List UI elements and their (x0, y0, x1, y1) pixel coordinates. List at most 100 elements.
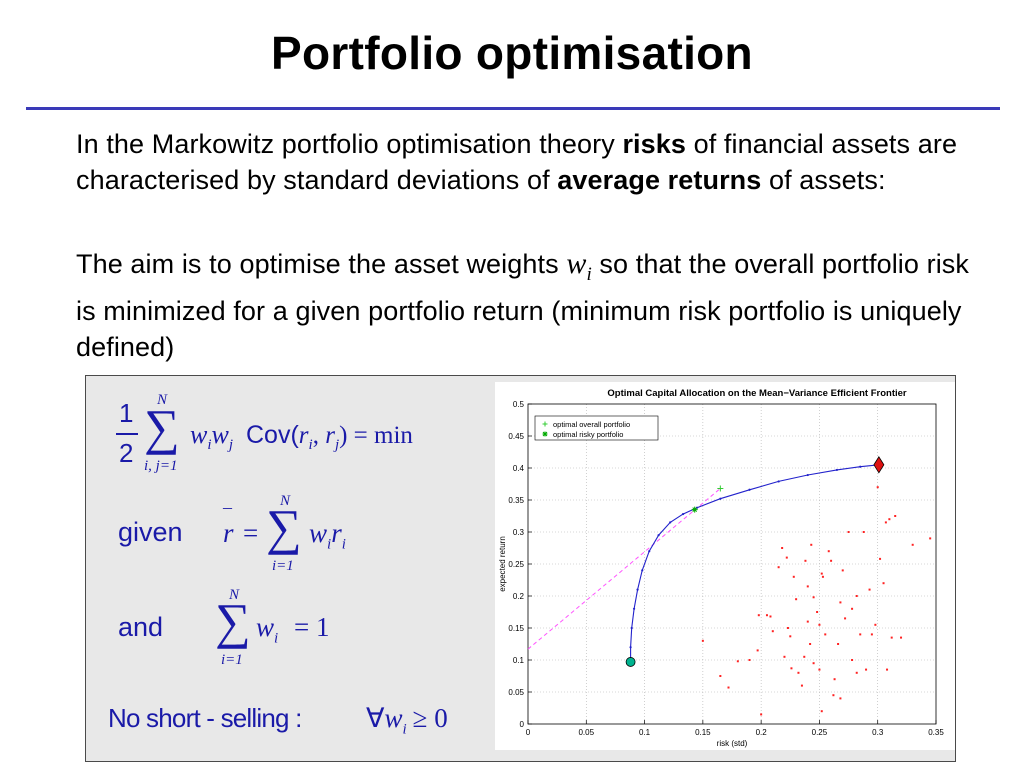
asset-point (862, 531, 865, 533)
y-tick-label: 0 (520, 720, 525, 729)
frontier-point (636, 588, 639, 591)
chart-title: Optimal Capital Allocation on the Mean−V… (607, 388, 907, 399)
sum3-lower-limit: i=1 (221, 652, 243, 668)
frontier-point (629, 646, 632, 649)
asset-point (803, 655, 806, 658)
y-axis-ticks: 0 0.05 0.1 0.15 0.2 0.25 0.3 0.35 0.4 0.45 0.5 (508, 400, 532, 729)
asset-point (879, 557, 882, 560)
optimal-overall-portfolio-marker (717, 485, 724, 492)
frontier-point (669, 521, 672, 524)
legend-entry-label: optimal risky portfolio (553, 430, 623, 439)
fraction-bar (116, 433, 138, 435)
asset-point (839, 697, 842, 700)
x-axis-ticks: 0 0.05 0.1 0.15 0.2 0.25 0.3 0.35 (526, 720, 944, 737)
x-tick-label: 0.15 (695, 728, 711, 737)
frontier-point (632, 607, 636, 610)
asset-point (785, 556, 788, 559)
asset-point (760, 713, 763, 716)
asset-point (818, 668, 821, 671)
asset-point (874, 623, 877, 626)
x-tick-label: 0.35 (928, 728, 944, 737)
y-axis-label: expected return (498, 536, 507, 592)
aim-paragraph: The aim is to optimise the asset weights… (76, 246, 986, 365)
y-tick-label: 0.35 (508, 496, 524, 505)
maximum-return-point (873, 456, 885, 474)
sum2-symbol: ∑ (266, 499, 302, 555)
asset-point (820, 710, 823, 713)
minimum-risk-point (625, 657, 636, 667)
asset-point (783, 655, 786, 658)
asset-point (736, 660, 739, 663)
equals-sign: = (243, 518, 259, 548)
x-tick-label: 0.05 (578, 728, 594, 737)
sum2-lower-limit: i=1 (272, 558, 294, 574)
asset-point (820, 572, 823, 575)
frontier-point (641, 569, 644, 572)
asset-point (894, 515, 897, 517)
weight-sum-rhs: = 1 (294, 612, 330, 642)
asset-point (884, 521, 887, 524)
asset-point (727, 686, 730, 689)
frontier-point (681, 512, 685, 516)
y-tick-label: 0.25 (508, 560, 524, 569)
asset-point (806, 620, 809, 623)
y-tick-label: 0.4 (513, 464, 525, 473)
asset-point (865, 668, 868, 671)
asset-point (797, 671, 800, 674)
asset-point (841, 569, 844, 572)
frontier-point (748, 488, 751, 491)
asset-point (786, 627, 789, 629)
asset-point (804, 559, 807, 562)
asset-points-series (701, 486, 932, 716)
asset-point (855, 595, 858, 597)
asset-point (844, 617, 847, 620)
asset-point (756, 649, 759, 652)
asset-point (832, 694, 835, 697)
asset-point (855, 671, 858, 674)
y-tick-label: 0.5 (513, 400, 525, 409)
sum-upper-limit: N (157, 392, 168, 408)
asset-point (882, 582, 885, 585)
asset-point (827, 550, 830, 553)
sum-symbol: ∑ (144, 399, 180, 455)
asset-point (830, 559, 833, 562)
asset-point (900, 636, 903, 639)
frontier-point (657, 534, 660, 537)
covariance-expression: Cov(ri, rj) = min (246, 421, 413, 453)
asset-point (837, 643, 840, 645)
sum3-symbol: ∑ (215, 593, 251, 649)
sum-lower-limit: i, j=1 (144, 458, 178, 474)
asset-point (748, 659, 751, 661)
fraction-denominator: 2 (119, 438, 134, 468)
y-tick-label: 0.1 (513, 656, 525, 665)
weight-symbol: wi (566, 247, 592, 285)
asset-point (757, 614, 760, 617)
asset-point (833, 678, 836, 681)
asset-point (809, 643, 812, 645)
y-tick-label: 0.45 (508, 432, 524, 441)
asset-point (790, 667, 793, 670)
y-tick-label: 0.15 (508, 624, 524, 633)
frontier-point (648, 550, 651, 553)
asset-point (816, 611, 819, 613)
weight-sum-term: wi (256, 612, 279, 647)
legend-star-marker (542, 431, 548, 437)
weight-product: wiwj (190, 420, 234, 454)
asset-point (876, 486, 879, 489)
x-axis-label: risk (std) (717, 739, 748, 748)
asset-point (792, 575, 795, 578)
frontier-point (777, 480, 780, 483)
no-short-selling-label: No short - selling : (108, 703, 302, 733)
asset-point (800, 684, 803, 687)
mean-return-symbol: r (223, 518, 234, 548)
frontier-point (719, 497, 722, 500)
asset-point (929, 537, 932, 540)
mean-bar: – (223, 497, 232, 517)
asset-point (839, 601, 842, 604)
asset-point (781, 547, 784, 549)
y-tick-label: 0.3 (513, 528, 525, 537)
intro-text-2: of financial assets are characterised by… (76, 129, 958, 195)
given-label: given (118, 517, 183, 547)
asset-point (859, 633, 862, 636)
